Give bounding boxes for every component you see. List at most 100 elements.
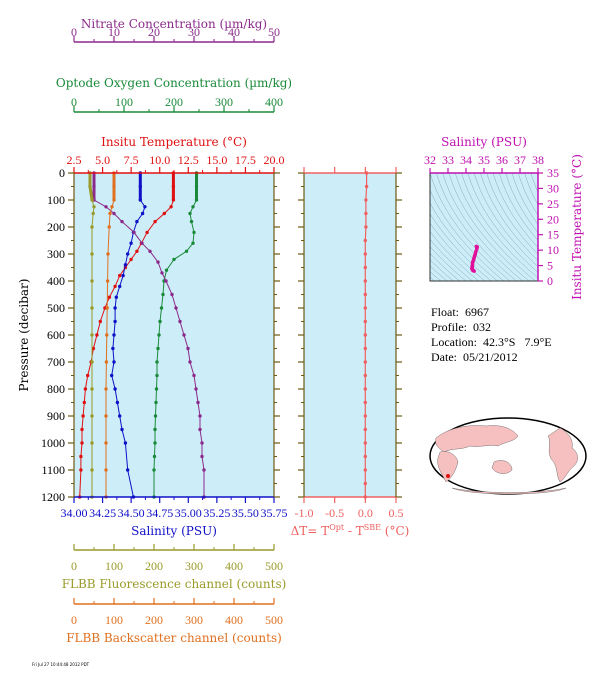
pressure-tick-label: 1200: [41, 490, 65, 504]
ts-salinity-tick-label: 33: [442, 153, 454, 167]
map-land-africa: [437, 451, 459, 483]
salinity-tick-label: 35.75: [261, 506, 288, 520]
pressure-tick-label: 400: [47, 274, 65, 288]
ts-contour-line: [430, 253, 460, 281]
temperature-point: [129, 257, 133, 262]
fluorescence-point: [90, 414, 94, 418]
ts-contour-line: [442, 173, 523, 281]
ts-contour-line: [505, 173, 538, 234]
nitrate-point: [200, 454, 204, 459]
salinity-point: [129, 241, 133, 245]
oxygen-point: [157, 333, 161, 337]
backscatter-point: [112, 198, 116, 202]
pressure-tick-label: 300: [47, 247, 65, 261]
ts-salinity-tick-label: 37: [514, 153, 526, 167]
ts-contour-line: [436, 173, 517, 281]
nitrate-point: [174, 306, 178, 310]
salinity-point: [143, 205, 147, 209]
oxygen-tick-label: 400: [265, 95, 283, 109]
temperature-tick-label: 2.5: [67, 153, 82, 167]
pressure-tick-label: 200: [47, 220, 65, 234]
fluorescence-point: [90, 360, 94, 364]
map-float-marker: [446, 474, 450, 478]
salinity-tick-label: 34.50: [118, 506, 145, 520]
oxygen-point: [172, 257, 176, 262]
delta-point: [363, 265, 367, 270]
salinity-tick-label: 35.50: [232, 506, 259, 520]
temperature-tick-label: 5.0: [95, 153, 110, 167]
oxygen-point: [153, 414, 158, 418]
fluorescence-point: [90, 198, 94, 202]
backscatter-point: [104, 360, 109, 364]
delta-point: [363, 373, 367, 378]
temperature-point: [86, 373, 90, 378]
temperature-point: [153, 219, 157, 224]
temperature-point: [171, 184, 176, 189]
temperature-point: [145, 230, 149, 235]
oxygen-point: [184, 249, 189, 253]
backscatter-tick-label: 400: [225, 613, 243, 627]
backscatter-point: [105, 279, 110, 283]
backscatter-line: [105, 173, 115, 497]
pressure-tick-label: 100: [47, 193, 65, 207]
nitrate-point: [92, 184, 96, 189]
nitrate-point: [104, 205, 108, 209]
fluorescence-tick-label: 300: [185, 559, 203, 573]
ts-temperature-title: Insitu Temperature (°C): [570, 154, 584, 300]
backscatter-tick-label: 500: [265, 613, 283, 627]
salinity-point: [123, 441, 128, 445]
salinity-tick-label: 35.25: [203, 506, 230, 520]
ts-contour-line: [461, 173, 538, 279]
delta-point: [363, 400, 367, 405]
oxygen-point: [152, 454, 157, 459]
delta-point: [363, 481, 367, 486]
ts-salinity-tick-label: 36: [496, 153, 508, 167]
backscatter-tick-label: 300: [185, 613, 203, 627]
nitrate-point: [170, 292, 174, 297]
ts-contour-line: [511, 173, 538, 225]
ts-temperature-tick-label: 15: [547, 228, 559, 242]
nitrate-tick-label: 40: [228, 25, 240, 39]
salinity-point: [126, 252, 130, 256]
delta-point: [363, 454, 367, 459]
delta-title-part3: (°C): [381, 524, 409, 538]
temperature-point: [79, 454, 83, 459]
oxygen-point: [164, 268, 169, 272]
ts-point: [472, 269, 476, 273]
pressure-tick-label: 1000: [41, 436, 65, 450]
map-land-americas: [547, 427, 578, 483]
oxygen-tick-label: 100: [115, 95, 133, 109]
ts-salinity-title: Salinity (PSU): [441, 135, 527, 149]
ts-contour-line: [430, 246, 467, 281]
fluorescence-tick-label: 400: [225, 559, 243, 573]
oxygen-tick-label: 200: [165, 95, 183, 109]
salinity-point: [113, 387, 117, 391]
oxygen-point: [194, 184, 199, 189]
delta-point: [364, 211, 368, 216]
ts-contour-line: [430, 202, 498, 281]
fluorescence-point: [90, 279, 94, 283]
map-land-australia: [491, 460, 513, 474]
nitrate-tick-label: 10: [108, 25, 120, 39]
nitrate-point: [198, 414, 202, 418]
delta-title-part2: - T: [344, 524, 364, 538]
salinity-tick-label: 34.75: [146, 506, 173, 520]
salinity-point: [135, 219, 139, 224]
oxygen-axis-title: Optode Oxygen Concentration (µm/kg): [56, 76, 292, 90]
delta-point: [363, 346, 367, 351]
salinity-point: [120, 427, 124, 432]
delta-point: [363, 468, 367, 472]
temperature-tick-label: 10.0: [149, 153, 170, 167]
delta-tick-label: -0.5: [325, 506, 344, 520]
ts-temperature-tick-label: 0: [547, 274, 553, 288]
nitrate-point: [188, 360, 192, 364]
nitrate-point: [186, 346, 190, 351]
temperature-point: [83, 387, 88, 391]
nitrate-tick-label: 30: [188, 25, 200, 39]
nitrate-tick-label: 20: [148, 25, 160, 39]
temperature-point: [82, 400, 87, 405]
pressure-axis-title: Pressure (decibar): [17, 279, 31, 392]
delta-point: [364, 184, 369, 189]
location-map: [429, 417, 587, 495]
